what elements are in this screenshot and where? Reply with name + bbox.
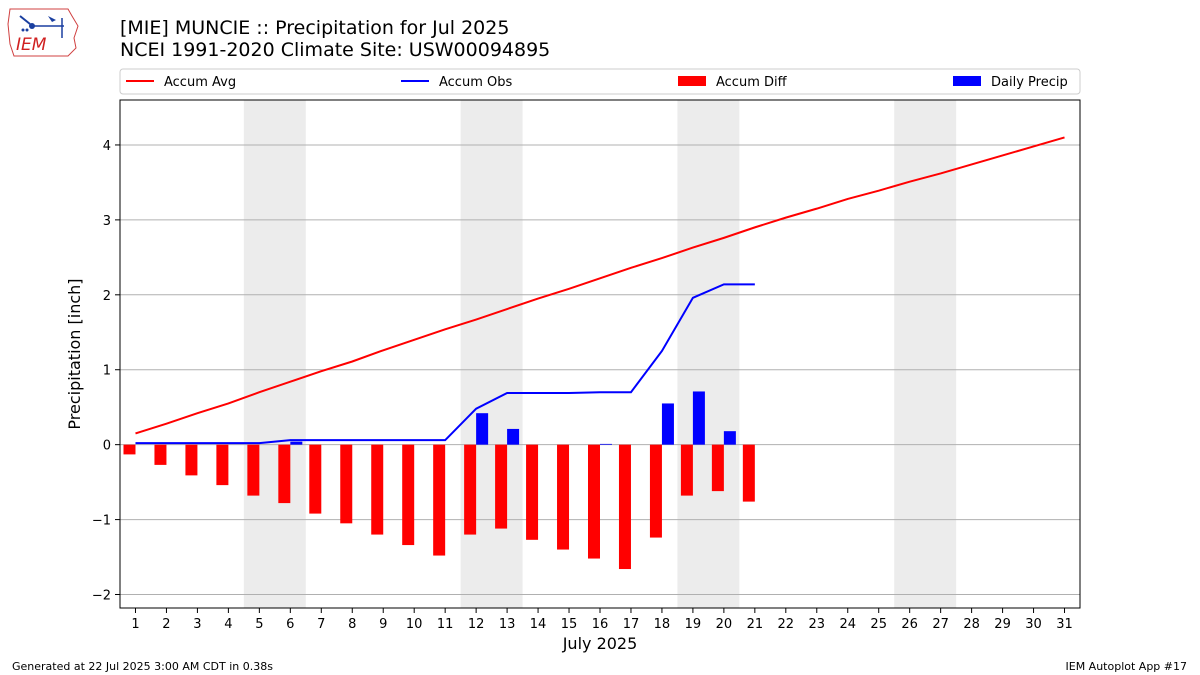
x-tick-label: 3	[193, 617, 201, 632]
accum-diff-bar	[216, 444, 229, 486]
x-tick-label: 12	[468, 617, 485, 632]
daily-precip-bar	[600, 443, 612, 445]
x-tick-label: 26	[901, 617, 918, 632]
daily-precip-bar	[290, 441, 303, 445]
y-tick-label: 3	[103, 214, 111, 229]
y-tick-label: 2	[103, 289, 111, 304]
legend-label: Accum Obs	[439, 75, 512, 90]
x-tick-label: 14	[530, 617, 547, 632]
x-tick-label: 17	[623, 617, 640, 632]
accum-diff-bar	[680, 444, 693, 496]
x-tick-label: 20	[716, 617, 733, 632]
iowa-map-icon: IEM	[7, 8, 79, 57]
x-tick-label: 6	[286, 617, 294, 632]
x-tick-label: 22	[778, 617, 795, 632]
daily-precip-bar	[692, 391, 705, 445]
x-tick-label: 30	[1025, 617, 1042, 632]
accum-diff-bar	[742, 444, 755, 502]
axes: 1 2 3 4 5 6 7 8 9 10 11 12 13 14 15 16 17 18 19 20 21 22 23 24 2…	[92, 139, 1073, 632]
legend: Accum Avg Accum Obs Accum Diff Daily Precip	[119, 68, 1081, 95]
accum-diff-bar	[309, 444, 322, 514]
accum-diff-bar	[247, 444, 260, 496]
line-series	[135, 136, 1065, 445]
legend-box	[119, 68, 1081, 95]
x-tick-label: 13	[499, 617, 516, 632]
daily-precip-bar	[723, 431, 736, 445]
footer-app: IEM Autoplot App #17	[1065, 660, 1188, 673]
x-tick-label: 2	[162, 617, 170, 632]
y-tick-label: 1	[103, 364, 111, 379]
x-tick-label: 11	[437, 617, 454, 632]
weekend-band	[243, 100, 306, 608]
y-tick-label: 0	[103, 439, 111, 454]
accum-diff-bar	[433, 444, 446, 556]
iem-logo: IEM	[6, 4, 82, 64]
gridlines	[120, 144, 1080, 596]
x-tick-label: 1	[131, 617, 139, 632]
accum-diff-bar	[649, 444, 662, 538]
weekend-shading	[243, 100, 957, 608]
x-tick-label: 18	[654, 617, 671, 632]
bar-series	[123, 391, 755, 570]
x-tick-label: 10	[406, 617, 423, 632]
x-tick-label: 31	[1056, 617, 1073, 632]
x-tick-label: 8	[348, 617, 356, 632]
accum-diff-bar	[371, 444, 384, 535]
accum-diff-bar	[526, 444, 539, 540]
accum-diff-bar	[123, 444, 136, 455]
chart-title: [MIE] MUNCIE :: Precipitation for Jul 20…	[120, 17, 510, 39]
weekend-band	[894, 100, 957, 608]
x-tick-label: 27	[932, 617, 949, 632]
x-tick-label: 4	[224, 617, 232, 632]
chart-subtitle: NCEI 1991-2020 Climate Site: USW00094895	[120, 39, 551, 61]
x-tick-label: 16	[592, 617, 609, 632]
daily-precip-bar	[507, 428, 520, 445]
x-tick-label: 5	[255, 617, 263, 632]
accum-avg-line	[135, 136, 1065, 435]
footer-generated: Generated at 22 Jul 2025 3:00 AM CDT in …	[12, 660, 273, 673]
accum-diff-bar	[464, 444, 477, 535]
x-tick-label: 9	[379, 617, 387, 632]
x-tick-label: 23	[809, 617, 826, 632]
y-tick-label: −1	[92, 514, 111, 529]
accum-diff-bar	[495, 444, 508, 529]
x-axis-label: July 2025	[562, 634, 638, 653]
accum-diff-bar	[588, 444, 600, 559]
logo-text: IEM	[16, 35, 47, 55]
daily-precip-bar	[476, 413, 489, 445]
accum-obs-line	[135, 283, 755, 445]
legend-label: Accum Diff	[716, 75, 788, 90]
legend-swatch	[678, 76, 706, 86]
accum-diff-bar	[154, 444, 167, 465]
legend-label: Accum Avg	[164, 75, 236, 90]
accum-diff-bar	[618, 444, 631, 570]
weekend-band	[677, 100, 740, 608]
accum-diff-bar	[402, 444, 415, 546]
x-tick-label: 7	[317, 617, 325, 632]
x-tick-label: 21	[747, 617, 764, 632]
x-tick-label: 19	[685, 617, 702, 632]
legend-swatch	[953, 76, 981, 86]
y-tick-label: 4	[103, 139, 111, 154]
weekend-band	[460, 100, 523, 608]
plot-frame	[119, 99, 1081, 609]
legend-label: Daily Precip	[991, 75, 1068, 90]
y-axis-label: Precipitation [inch]	[65, 278, 84, 429]
x-tick-label: 29	[994, 617, 1011, 632]
x-tick-label: 25	[870, 617, 887, 632]
accum-diff-bar	[557, 444, 570, 550]
y-tick-label: −2	[92, 589, 111, 604]
x-tick-label: 15	[561, 617, 578, 632]
x-tick-label: 28	[963, 617, 980, 632]
daily-precip-bar	[661, 403, 674, 445]
accum-diff-bar	[185, 444, 198, 476]
accum-diff-bar	[340, 444, 353, 524]
x-tick-label: 24	[839, 617, 856, 632]
accum-diff-bar	[711, 444, 724, 492]
accum-diff-bar	[278, 444, 291, 504]
